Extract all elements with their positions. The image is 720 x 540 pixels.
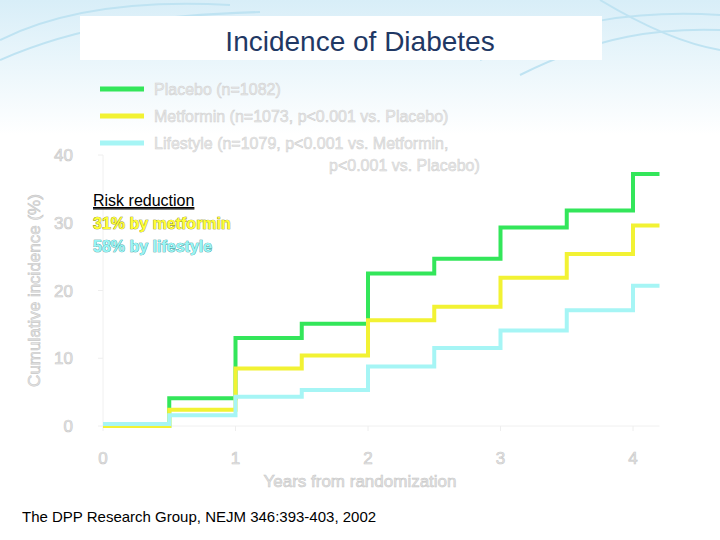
- annotation-underline: [93, 209, 194, 210]
- legend-label-line: Lifestyle (n=1079, p<0.001 vs. Metformin…: [154, 135, 448, 152]
- x-tick: [500, 426, 501, 431]
- y-axis-label: Cumulative incidence (%): [25, 194, 44, 387]
- x-tick-label: 1: [231, 449, 240, 468]
- legend-label-line: p<0.001 vs. Placebo): [329, 157, 480, 174]
- swirl: [600, 0, 720, 50]
- x-tick-label: 4: [628, 449, 637, 468]
- x-tick: [633, 426, 634, 431]
- y-tick-label: 40: [54, 146, 73, 165]
- legend-label-line: Metformin (n=1073, p<0.001 vs. Placebo): [154, 108, 448, 125]
- y-tick: [98, 426, 103, 427]
- x-tick: [235, 426, 236, 431]
- legend-label: Lifestyle (n=1079, p<0.001 vs. Metformin…: [154, 135, 480, 174]
- legend-swatch: [100, 141, 144, 146]
- title: Incidence of Diabetes: [225, 26, 494, 57]
- background: [0, 0, 720, 540]
- y-tick: [98, 155, 103, 156]
- x-tick-label: 0: [98, 449, 107, 468]
- y-tick-label: 30: [54, 214, 73, 233]
- series-line: [103, 174, 660, 426]
- y-tick-label: 20: [54, 282, 73, 301]
- annotation: Risk reduction: [93, 192, 194, 209]
- legend-swatch: [100, 87, 144, 92]
- x-tick-label: 3: [496, 449, 505, 468]
- annotation: 58% by lifestyle: [93, 238, 212, 255]
- legend-label-line: Placebo (n=1082): [154, 81, 281, 98]
- legend-swatch: [100, 114, 144, 119]
- source: The DPP Research Group, NEJM 346:393-403…: [22, 508, 376, 525]
- y-tick-label: 0: [64, 417, 73, 436]
- title-box: [80, 16, 602, 60]
- y-tick: [98, 290, 103, 291]
- x-axis-label: Years from randomization: [263, 472, 456, 491]
- legend: Placebo (n=1082) Metformin (n=1073, p<0.0…: [100, 81, 480, 174]
- annotation: 31% by metformin: [93, 215, 231, 232]
- decoration: [0, 0, 720, 75]
- series-line: [103, 225, 660, 426]
- plot-area: [103, 174, 660, 426]
- series-line: [103, 286, 660, 424]
- legend-label: Metformin (n=1073, p<0.001 vs. Placebo): [154, 108, 448, 125]
- y-tick: [98, 358, 103, 359]
- chart: Incidence of Diabetes 0 10 20 30 40 0 1 2 3 4 Years…: [0, 0, 720, 540]
- y-tick-label: 10: [54, 349, 73, 368]
- legend-label: Placebo (n=1082): [154, 81, 281, 98]
- x-tick-label: 2: [363, 449, 372, 468]
- x-tick: [368, 426, 369, 431]
- x-axis-line: [103, 426, 660, 427]
